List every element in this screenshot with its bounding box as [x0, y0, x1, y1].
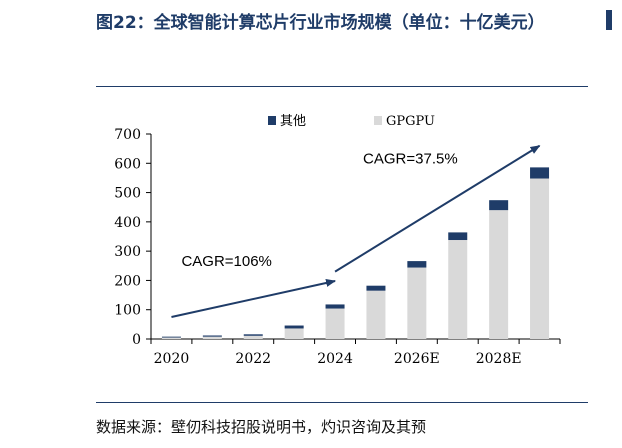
bar-gpgpu-2029E — [530, 178, 550, 339]
bar-gpgpu-2026E — [407, 267, 427, 339]
legend-swatch — [374, 116, 382, 125]
source-divider — [96, 402, 588, 403]
bar-gpgpu-2020 — [161, 337, 181, 339]
bar-other-2022 — [243, 334, 263, 336]
y-tick-label: 700 — [114, 127, 141, 143]
x-tick-label: 2022 — [235, 351, 271, 367]
y-tick-label: 400 — [114, 215, 141, 231]
y-tick-label: 0 — [132, 332, 141, 348]
cagr-arrow — [171, 279, 337, 319]
legend-swatch — [268, 116, 276, 125]
bar-other-2028E — [489, 200, 509, 211]
legend-label: GPGPU — [386, 114, 435, 129]
y-tick-label: 200 — [114, 273, 141, 289]
y-tick-label: 600 — [114, 156, 141, 172]
cagr-label: CAGR=106% — [181, 253, 271, 270]
y-tick-label: 500 — [114, 186, 141, 202]
x-tick-label: 2028E — [476, 351, 522, 367]
bar-other-2021 — [202, 335, 222, 337]
source-note: 数据来源：壁仞科技招股说明书，灼识咨询及其预 — [96, 418, 427, 436]
bar-other-2020 — [161, 336, 181, 338]
bar-other-2023 — [284, 325, 304, 329]
bar-gpgpu-2025 — [366, 290, 386, 339]
title-divider — [96, 86, 588, 87]
cagr-label: CAGR=37.5% — [363, 151, 458, 168]
bar-other-2025 — [366, 285, 386, 291]
bar-gpgpu-2023 — [284, 328, 304, 339]
adjacent-figure-edge — [606, 10, 612, 30]
bar-gpgpu-2022 — [243, 335, 263, 339]
y-tick-label: 100 — [114, 303, 141, 319]
x-tick-label: 2020 — [154, 351, 190, 367]
figure-title: 图22：全球智能计算芯片行业市场规模（单位：十亿美元） — [96, 13, 545, 33]
bar-other-2027E — [448, 232, 468, 241]
x-tick-label: 2024 — [317, 351, 353, 367]
cagr-arrow — [334, 144, 541, 273]
bar-other-2024 — [325, 304, 345, 309]
chart-bars — [161, 167, 550, 339]
x-tick-label: 2026E — [394, 351, 440, 367]
bar-other-2029E — [530, 167, 550, 179]
bar-gpgpu-2027E — [448, 240, 468, 339]
bar-gpgpu-2021 — [202, 336, 222, 339]
bar-gpgpu-2028E — [489, 210, 509, 339]
y-tick-label: 300 — [114, 244, 141, 260]
bar-gpgpu-2024 — [325, 308, 345, 339]
bar-other-2026E — [407, 261, 427, 268]
chart-legend: 其他 GPGPU — [268, 114, 435, 129]
chart-annotations: CAGR=106% CAGR=37.5% — [171, 144, 541, 319]
legend-label: 其他 — [280, 114, 306, 129]
chart-axes: 0 100 200 300 400 500 600 700 2020 2022 2024 2026E 2… — [114, 127, 561, 367]
